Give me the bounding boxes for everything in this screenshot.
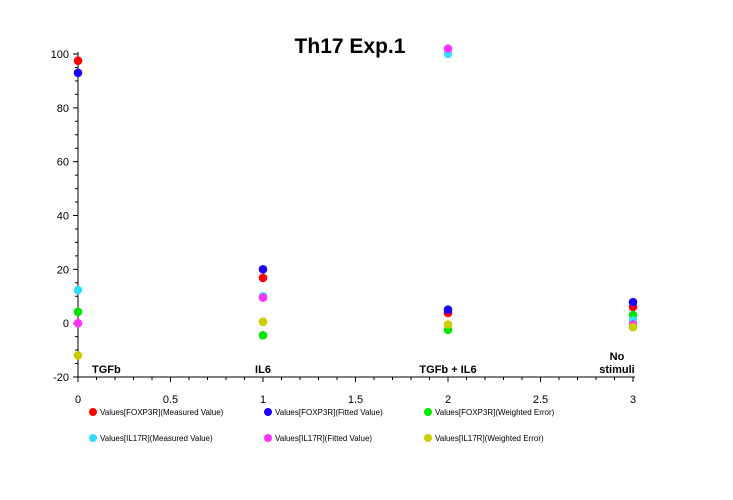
data-point: [258, 273, 268, 283]
data-points: [73, 44, 638, 360]
x-tick-label: 0: [75, 394, 81, 406]
y-tick-label: 60: [57, 157, 69, 169]
data-point: [73, 307, 83, 317]
chart-title: Th17 Exp.1: [295, 35, 406, 58]
x-tick-label: 0.5: [163, 394, 178, 406]
y-tick-label: 0: [63, 318, 69, 330]
legend-marker: [89, 408, 97, 416]
legend-label: Values[IL17R](Weighted Error): [435, 434, 544, 443]
data-point: [258, 265, 268, 274]
y-tick-label: 40: [57, 211, 69, 223]
data-point: [628, 297, 638, 307]
legend-marker: [424, 434, 432, 442]
y-tick-label: 100: [51, 49, 69, 61]
category-label: TGFb + IL6: [419, 364, 476, 376]
x-tick-label: 2: [445, 394, 451, 406]
category-label: stimuli: [599, 364, 634, 376]
x-tick-label: 1.5: [348, 394, 363, 406]
y-tick-label: -20: [53, 372, 69, 384]
data-point: [628, 322, 638, 332]
legend-marker: [424, 408, 432, 416]
legend-label: Values[FOXP3R](Weighted Error): [435, 408, 555, 417]
x-tick-label: 3: [630, 394, 636, 406]
legend-label: Values[IL17R](Measured Value): [100, 434, 213, 443]
legend-marker: [264, 434, 272, 442]
data-point: [73, 351, 83, 360]
data-point: [73, 68, 83, 78]
legend-marker: [89, 434, 97, 442]
y-tick-label: 80: [57, 103, 69, 115]
data-point: [73, 285, 83, 295]
legend-label: Values[IL17R](Fitted Value): [275, 434, 372, 443]
data-point: [258, 293, 268, 302]
data-point: [73, 318, 83, 328]
category-label: No: [610, 351, 625, 363]
x-tick-label: 2.5: [533, 394, 548, 406]
data-point: [443, 305, 453, 315]
axes: -20 0 20 40 60 80 100 0 0.5 1 1.5 2 2.5 3: [51, 49, 636, 406]
legend-label: Values[FOXP3R](Fitted Value): [275, 408, 383, 417]
legend: Values[FOXP3R](Measured Value) Values[FOX…: [89, 408, 555, 443]
data-point: [258, 330, 268, 340]
data-point: [73, 56, 83, 66]
y-tick-label: 20: [57, 264, 69, 276]
x-tick-label: 1: [260, 394, 266, 406]
legend-label: Values[FOXP3R](Measured Value): [100, 408, 224, 417]
data-point: [258, 317, 268, 327]
category-label: TGFb: [92, 364, 121, 376]
category-label: IL6: [255, 364, 271, 376]
data-point: [443, 44, 453, 53]
data-point: [443, 320, 453, 329]
legend-marker: [264, 408, 272, 416]
